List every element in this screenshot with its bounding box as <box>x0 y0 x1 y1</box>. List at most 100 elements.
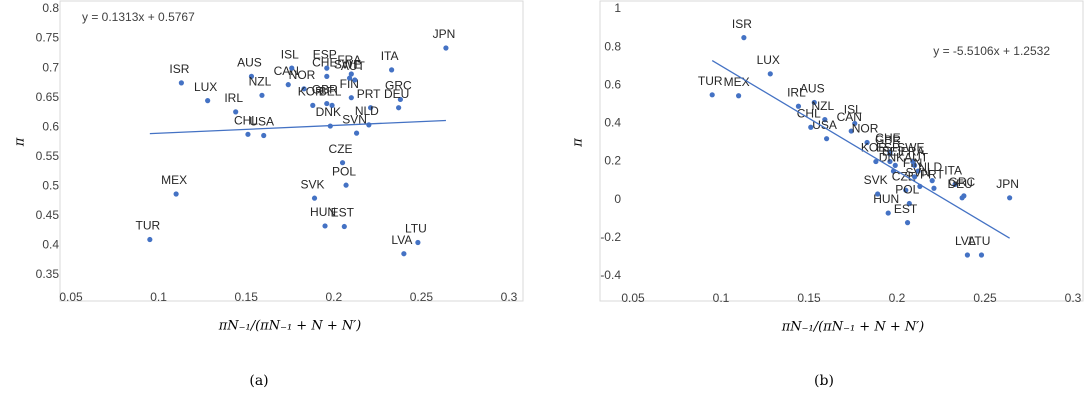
point <box>366 122 372 128</box>
point <box>915 168 921 174</box>
trendline <box>711 59 1010 239</box>
point-label: LTU <box>969 234 991 248</box>
point <box>301 86 307 92</box>
y-tick-label: 0.6 <box>42 119 59 133</box>
y-tick-label: 0.4 <box>604 116 621 130</box>
point <box>808 124 814 130</box>
point-label: NZL <box>249 74 272 88</box>
point <box>259 92 265 98</box>
point-label: TUR <box>698 74 723 88</box>
point <box>443 45 449 51</box>
point <box>310 102 316 108</box>
point <box>852 120 858 127</box>
point-label: KOR <box>298 85 324 99</box>
y-tick-label: 0.6 <box>604 77 621 91</box>
point-label: AUT <box>904 150 929 164</box>
point-label: GRC <box>949 175 976 189</box>
point <box>324 73 330 79</box>
point <box>147 236 153 243</box>
point-label: ESP <box>313 47 337 61</box>
point-label: NLD <box>918 160 942 174</box>
point <box>339 160 346 166</box>
point-label: NOR <box>289 68 316 82</box>
x-axis-title: πN₋₁/(πN₋₁ + N + N′) <box>781 320 925 335</box>
point <box>348 71 354 77</box>
point <box>346 75 353 81</box>
point <box>396 105 402 111</box>
point-label: LVA <box>391 233 412 247</box>
point-label: NZL <box>812 99 835 113</box>
y-tick-label: 0.75 <box>36 31 60 45</box>
y-tick-label: 0.45 <box>36 208 60 222</box>
point-label: MEX <box>724 75 750 89</box>
point-label: TUR <box>136 219 161 233</box>
point-label: ISL <box>281 47 299 61</box>
point-label: ISL <box>844 103 862 117</box>
point <box>401 251 407 257</box>
point-label: NOR <box>852 122 879 136</box>
x-tick-label: 0.05 <box>59 290 83 304</box>
point-label: CHE <box>312 56 337 70</box>
point <box>233 109 239 115</box>
point-label: HUN <box>310 205 336 219</box>
caption: (b) <box>814 373 834 389</box>
chart-area-b <box>599 0 1084 302</box>
point <box>736 93 742 99</box>
y-axis-title: π <box>13 137 28 147</box>
point <box>795 103 802 109</box>
point <box>873 158 879 165</box>
chart-area-a <box>59 0 524 302</box>
point <box>245 131 251 137</box>
x-tick-label: 0.25 <box>410 290 434 304</box>
point <box>178 80 184 86</box>
point <box>904 220 911 226</box>
point-label: DEU <box>947 177 972 191</box>
x-tick-label: 0.05 <box>621 291 645 305</box>
point-label: SWE <box>897 141 924 155</box>
point <box>343 182 349 188</box>
point-label: IRL <box>787 85 806 99</box>
point <box>353 130 360 136</box>
point-label: ESP <box>876 141 900 155</box>
y-tick-label: 1 <box>614 1 621 15</box>
point <box>929 178 935 184</box>
point-label: JPN <box>433 27 456 41</box>
point-label: ISR <box>169 62 189 76</box>
point-label: AUT <box>341 59 366 73</box>
y-tick-label: 0.7 <box>42 60 59 74</box>
point-label: LVA <box>955 234 976 248</box>
point <box>397 96 403 103</box>
point <box>415 239 421 246</box>
point <box>261 132 267 139</box>
y-axis-title: π <box>571 138 586 148</box>
trendline-equation: y = 0.1313x + 0.5767 <box>82 10 195 24</box>
point <box>910 158 916 165</box>
point <box>887 149 893 155</box>
point <box>289 65 295 71</box>
point <box>875 191 881 197</box>
point <box>978 252 985 258</box>
y-tick-label: -0.4 <box>600 268 621 282</box>
point <box>348 95 354 101</box>
point <box>205 98 211 104</box>
point-label: EST <box>894 202 918 216</box>
x-tick-label: 0.15 <box>235 290 259 304</box>
point <box>341 223 347 230</box>
point-label: DNK <box>879 150 904 164</box>
trendline-equation: y = -5.5106x + 1.2532 <box>933 44 1050 58</box>
x-tick-label: 0.15 <box>797 291 821 305</box>
point-label: FRA <box>337 53 361 67</box>
point <box>248 73 255 79</box>
y-tick-label: 0.5 <box>42 179 59 193</box>
point <box>324 65 330 71</box>
x-axis-title: πN₋₁/(πN₋₁ + N + N′) <box>218 319 362 334</box>
point <box>311 195 318 201</box>
point <box>892 162 898 168</box>
point <box>767 71 773 77</box>
point-label: USA <box>249 115 274 129</box>
point-label: CHL <box>797 106 821 120</box>
point-label: CAN <box>837 110 862 124</box>
point <box>912 174 918 180</box>
y-tick-label: 0.2 <box>604 154 621 168</box>
